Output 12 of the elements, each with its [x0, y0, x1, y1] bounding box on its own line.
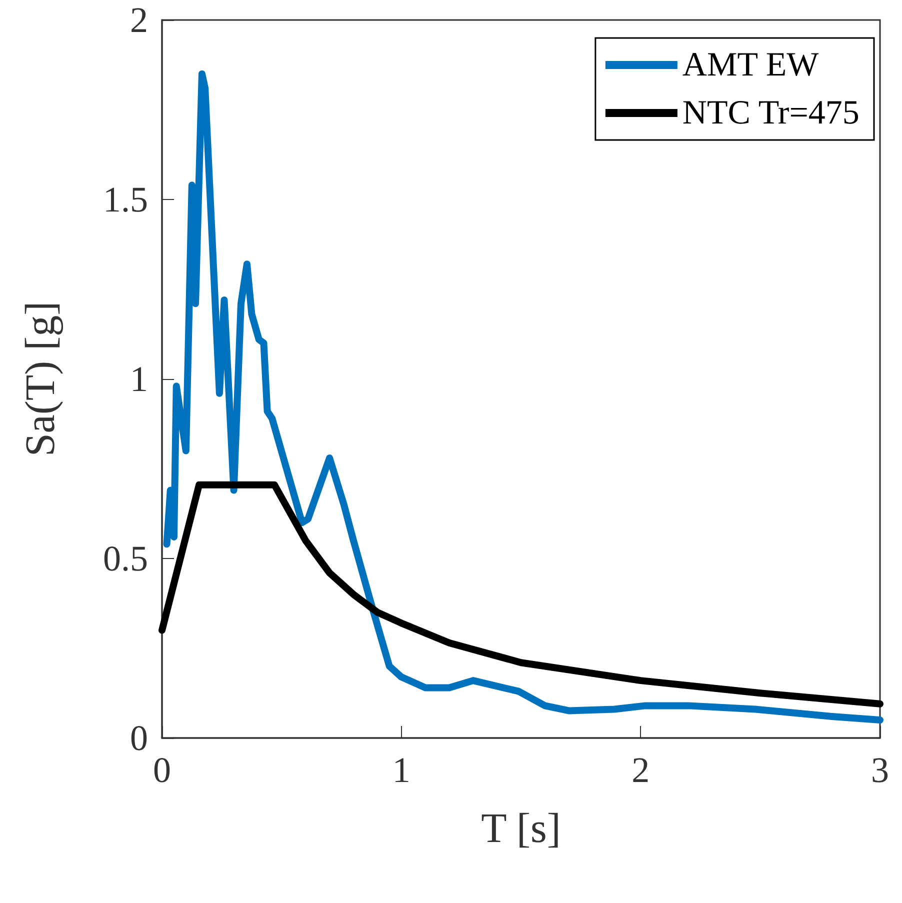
x-tick-label: 3	[871, 750, 889, 790]
x-tick-label: 1	[392, 750, 410, 790]
y-tick-label: 2	[130, 0, 148, 40]
legend-label: NTC Tr=475	[682, 94, 860, 132]
y-tick-label: 1	[130, 359, 148, 399]
x-tick-label: 2	[632, 750, 650, 790]
y-axis-title: Sa(T) [g]	[18, 301, 64, 457]
y-tick-label: 0	[130, 718, 148, 758]
y-tick-label: 1.5	[103, 180, 148, 220]
y-tick-label: 0.5	[103, 538, 148, 578]
x-axis-title: T [s]	[481, 806, 561, 852]
legend-label: AMT EW	[682, 46, 820, 84]
